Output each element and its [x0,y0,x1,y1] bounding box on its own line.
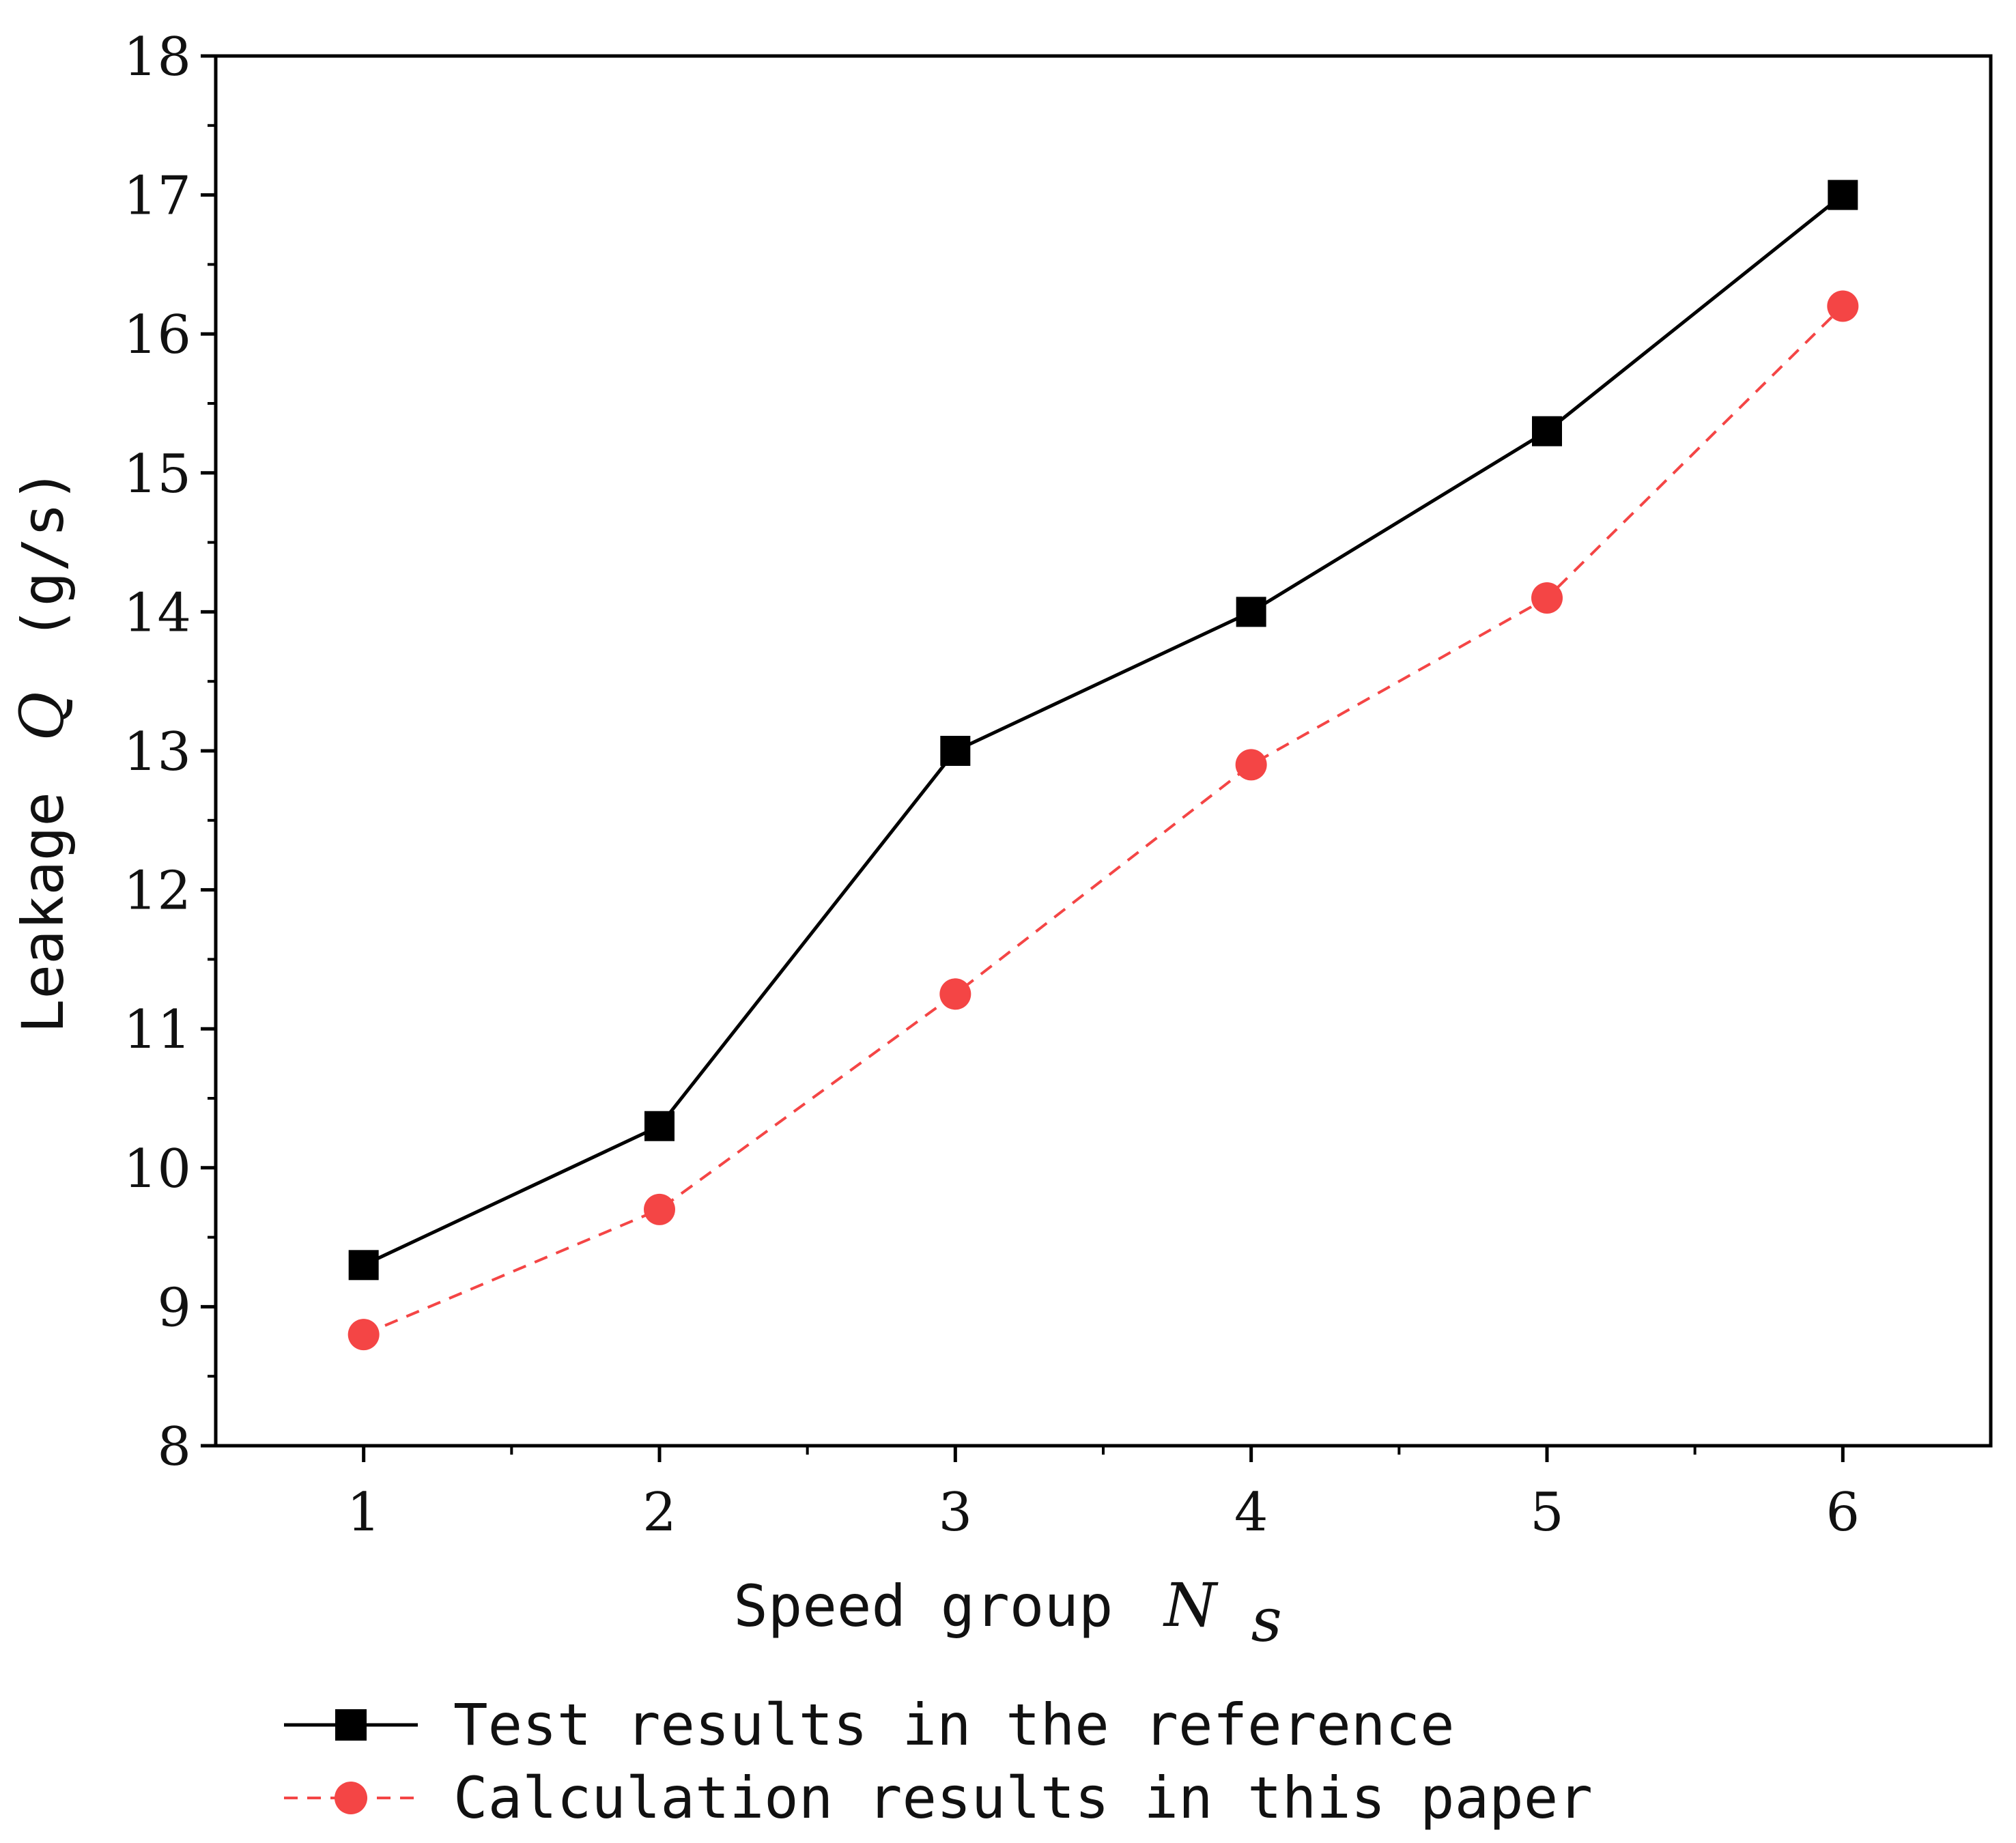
data-point-circle [1827,290,1859,322]
y-tick-label: 16 [124,304,191,366]
data-point-square [1236,597,1266,627]
legend-item-calculation: Calculation results in this paper [284,1765,1593,1831]
y-tick-label: 17 [124,166,191,227]
x-tick-label: 1 [347,1482,381,1543]
legend-label-calculation: Calculation results in this paper [453,1765,1593,1831]
data-point-square [1828,180,1858,210]
legend-item-test: Test results in the reference [284,1691,1455,1758]
plot-frame [214,54,1993,1448]
y-tick-label: 9 [157,1277,191,1339]
x-axis-title-var: N [1163,1570,1219,1640]
series-line-test [363,193,1844,1267]
y-tick-label: 11 [124,999,191,1061]
data-point-circle [347,1319,380,1351]
data-point-square [348,1250,379,1281]
y-axis-title: Leakage Q (g/s) [7,468,77,1033]
legend-label-test: Test results in the reference [453,1691,1455,1758]
y-tick-label: 13 [124,722,191,783]
x-tick-label: 6 [1826,1482,1860,1543]
x-tick-label: 5 [1530,1482,1564,1543]
x-axis-title-text: Speed group [733,1573,1113,1640]
legend: Test results in the reference Calculatio… [284,1691,1593,1831]
legend-marker-circle [335,1782,367,1814]
data-point-circle [1531,582,1563,614]
data-point-circle [1235,749,1267,781]
y-tick-label: 14 [124,582,191,644]
data-point-circle [939,978,971,1010]
y-tick-label: 18 [124,27,191,88]
x-tick-label: 2 [642,1482,677,1543]
data-point-circle [644,1193,675,1225]
x-tick-label: 4 [1234,1482,1268,1543]
legend-marker-square [335,1709,367,1741]
y-tick-label: 10 [124,1139,191,1200]
y-tick-label: 12 [124,861,191,922]
data-point-square [1532,416,1562,446]
series-layer [347,180,1859,1351]
data-point-square [940,736,971,766]
y-tick-label: 15 [124,444,191,505]
y-axis-title-text: Leakage [10,792,76,1033]
y-axis-title-unit: (g/s) [10,468,76,641]
y-tick-label: 8 [157,1416,191,1478]
x-axis-title: Speed group N s [733,1570,1282,1655]
series-line-calculation [363,305,1844,1336]
x-axis-title-sub: s [1251,1585,1282,1655]
x-tick-label: 3 [939,1482,973,1543]
data-point-square [644,1111,675,1141]
x-axis-ticks: 1 2 3 4 5 6 [347,1446,1860,1543]
y-axis-ticks: 8 9 10 11 12 13 14 15 16 17 18 [124,27,216,1478]
y-axis-title-var: Q [7,691,77,741]
